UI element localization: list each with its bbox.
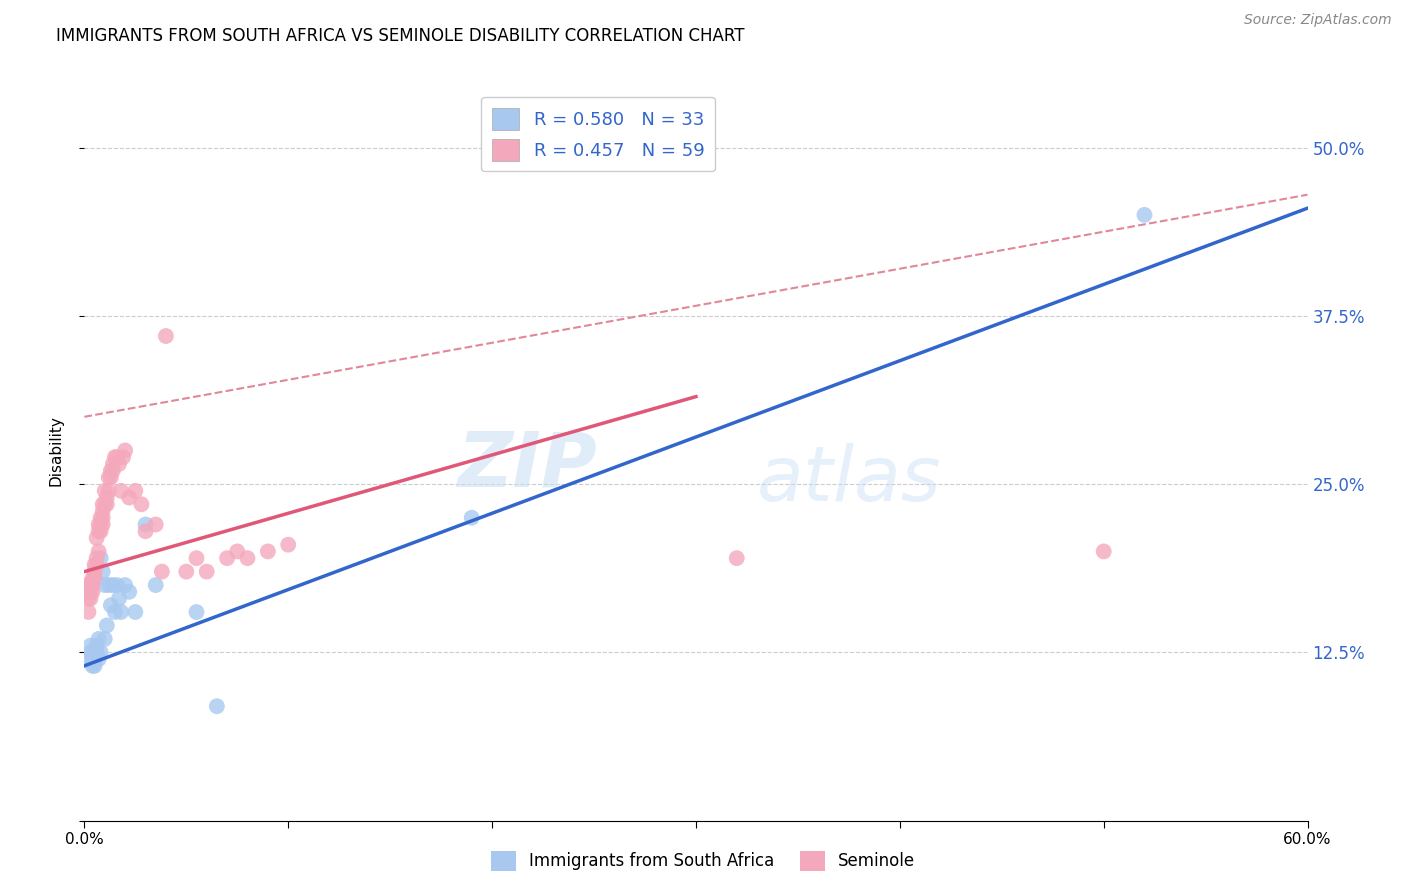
Y-axis label: Disability: Disability	[49, 415, 63, 486]
Text: atlas: atlas	[758, 443, 942, 517]
Point	[725, 551, 748, 566]
Text: ZIP: ZIP	[458, 428, 598, 502]
Point	[257, 544, 280, 558]
Point	[226, 544, 249, 558]
Text: Source: ZipAtlas.com: Source: ZipAtlas.com	[1244, 13, 1392, 28]
Point	[110, 605, 132, 619]
Point	[83, 658, 105, 673]
Point	[79, 591, 101, 606]
Point	[97, 578, 120, 592]
Point	[104, 605, 127, 619]
Point	[150, 565, 173, 579]
Point	[83, 558, 105, 572]
Point	[124, 605, 146, 619]
Point	[135, 517, 157, 532]
Point	[86, 531, 108, 545]
Legend: R = 0.580   N = 33, R = 0.457   N = 59: R = 0.580 N = 33, R = 0.457 N = 59	[481, 96, 716, 171]
Point	[186, 605, 208, 619]
Point	[101, 457, 124, 471]
Point	[90, 524, 112, 539]
Point	[87, 517, 110, 532]
Point	[145, 578, 167, 592]
Point	[87, 544, 110, 558]
Point	[104, 450, 127, 465]
Point	[1133, 208, 1156, 222]
Point	[87, 632, 110, 646]
Point	[100, 470, 122, 484]
Point	[118, 491, 141, 505]
Point	[93, 497, 115, 511]
Point	[108, 457, 131, 471]
Point	[87, 524, 110, 539]
Point	[96, 618, 118, 632]
Point	[87, 652, 110, 666]
Point	[79, 645, 101, 659]
Point	[75, 578, 97, 592]
Point	[205, 699, 228, 714]
Point	[91, 510, 114, 524]
Point	[100, 464, 122, 478]
Point	[277, 538, 299, 552]
Point	[97, 483, 120, 498]
Point	[97, 470, 120, 484]
Point	[77, 605, 100, 619]
Point	[1092, 544, 1115, 558]
Point	[82, 652, 104, 666]
Point	[90, 510, 112, 524]
Point	[100, 599, 122, 613]
Point	[110, 483, 132, 498]
Point	[82, 578, 104, 592]
Point	[90, 645, 112, 659]
Point	[86, 645, 108, 659]
Point	[124, 483, 146, 498]
Point	[79, 639, 101, 653]
Point	[83, 652, 105, 666]
Point	[118, 584, 141, 599]
Point	[91, 504, 114, 518]
Point	[114, 443, 136, 458]
Point	[91, 565, 114, 579]
Point	[105, 450, 128, 465]
Point	[236, 551, 259, 566]
Point	[93, 483, 115, 498]
Point	[90, 517, 112, 532]
Point	[96, 491, 118, 505]
Point	[195, 565, 218, 579]
Point	[96, 497, 118, 511]
Point	[83, 571, 105, 585]
Point	[101, 464, 124, 478]
Legend: Immigrants from South Africa, Seminole: Immigrants from South Africa, Seminole	[482, 842, 924, 880]
Point	[86, 551, 108, 566]
Point	[174, 565, 197, 579]
Point	[135, 524, 157, 539]
Point	[77, 652, 100, 666]
Point	[186, 551, 208, 566]
Point	[145, 517, 167, 532]
Text: IMMIGRANTS FROM SOUTH AFRICA VS SEMINOLE DISABILITY CORRELATION CHART: IMMIGRANTS FROM SOUTH AFRICA VS SEMINOLE…	[56, 27, 745, 45]
Point	[101, 578, 124, 592]
Point	[112, 450, 135, 465]
Point	[155, 329, 177, 343]
Point	[79, 578, 101, 592]
Point	[108, 591, 131, 606]
Point	[91, 497, 114, 511]
Point	[82, 584, 104, 599]
Point	[461, 510, 484, 524]
Point	[93, 632, 115, 646]
Point	[217, 551, 239, 566]
Point	[114, 578, 136, 592]
Point	[83, 565, 105, 579]
Point	[86, 639, 108, 653]
Point	[82, 658, 104, 673]
Point	[105, 578, 128, 592]
Point	[77, 591, 100, 606]
Point	[86, 558, 108, 572]
Point	[90, 551, 112, 566]
Point	[91, 517, 114, 532]
Point	[82, 571, 104, 585]
Point	[79, 584, 101, 599]
Point	[131, 497, 153, 511]
Point	[83, 565, 105, 579]
Point	[93, 578, 115, 592]
